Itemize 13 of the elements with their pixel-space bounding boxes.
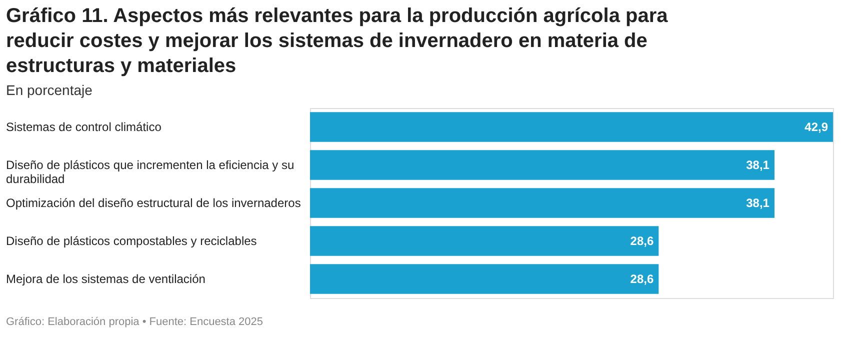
data-label: 28,6 (630, 234, 654, 248)
data-label: 28,6 (630, 272, 654, 286)
data-label: 38,1 (746, 158, 770, 172)
text: En porcentaje (6, 82, 93, 98)
y-tick-label: Diseño de plásticos que incrementen la eficiencia y su durabilidad (6, 158, 294, 186)
chart-title: Gráfico 11. Aspectos más relevantes para la producción agrícola para reducir costes y mejorar los sistemas de invernadero en materia de estructuras y materiales (6, 5, 669, 77)
y-tick-label: Sistemas de control climático (6, 120, 162, 134)
y-tick-label: Optimización del diseño estructural de los invernaderos (6, 196, 301, 210)
data-label: 38,1 (746, 196, 770, 210)
text: Gráfico: Elaboración propia • Fuente: Encuesta 2025 (6, 316, 264, 328)
y-tick-label: Diseño de plásticos compostables y reciclables (6, 234, 257, 248)
data-label: 42,9 (804, 120, 828, 134)
y-tick-label: Mejora de los sistemas de ventilación (6, 272, 206, 286)
